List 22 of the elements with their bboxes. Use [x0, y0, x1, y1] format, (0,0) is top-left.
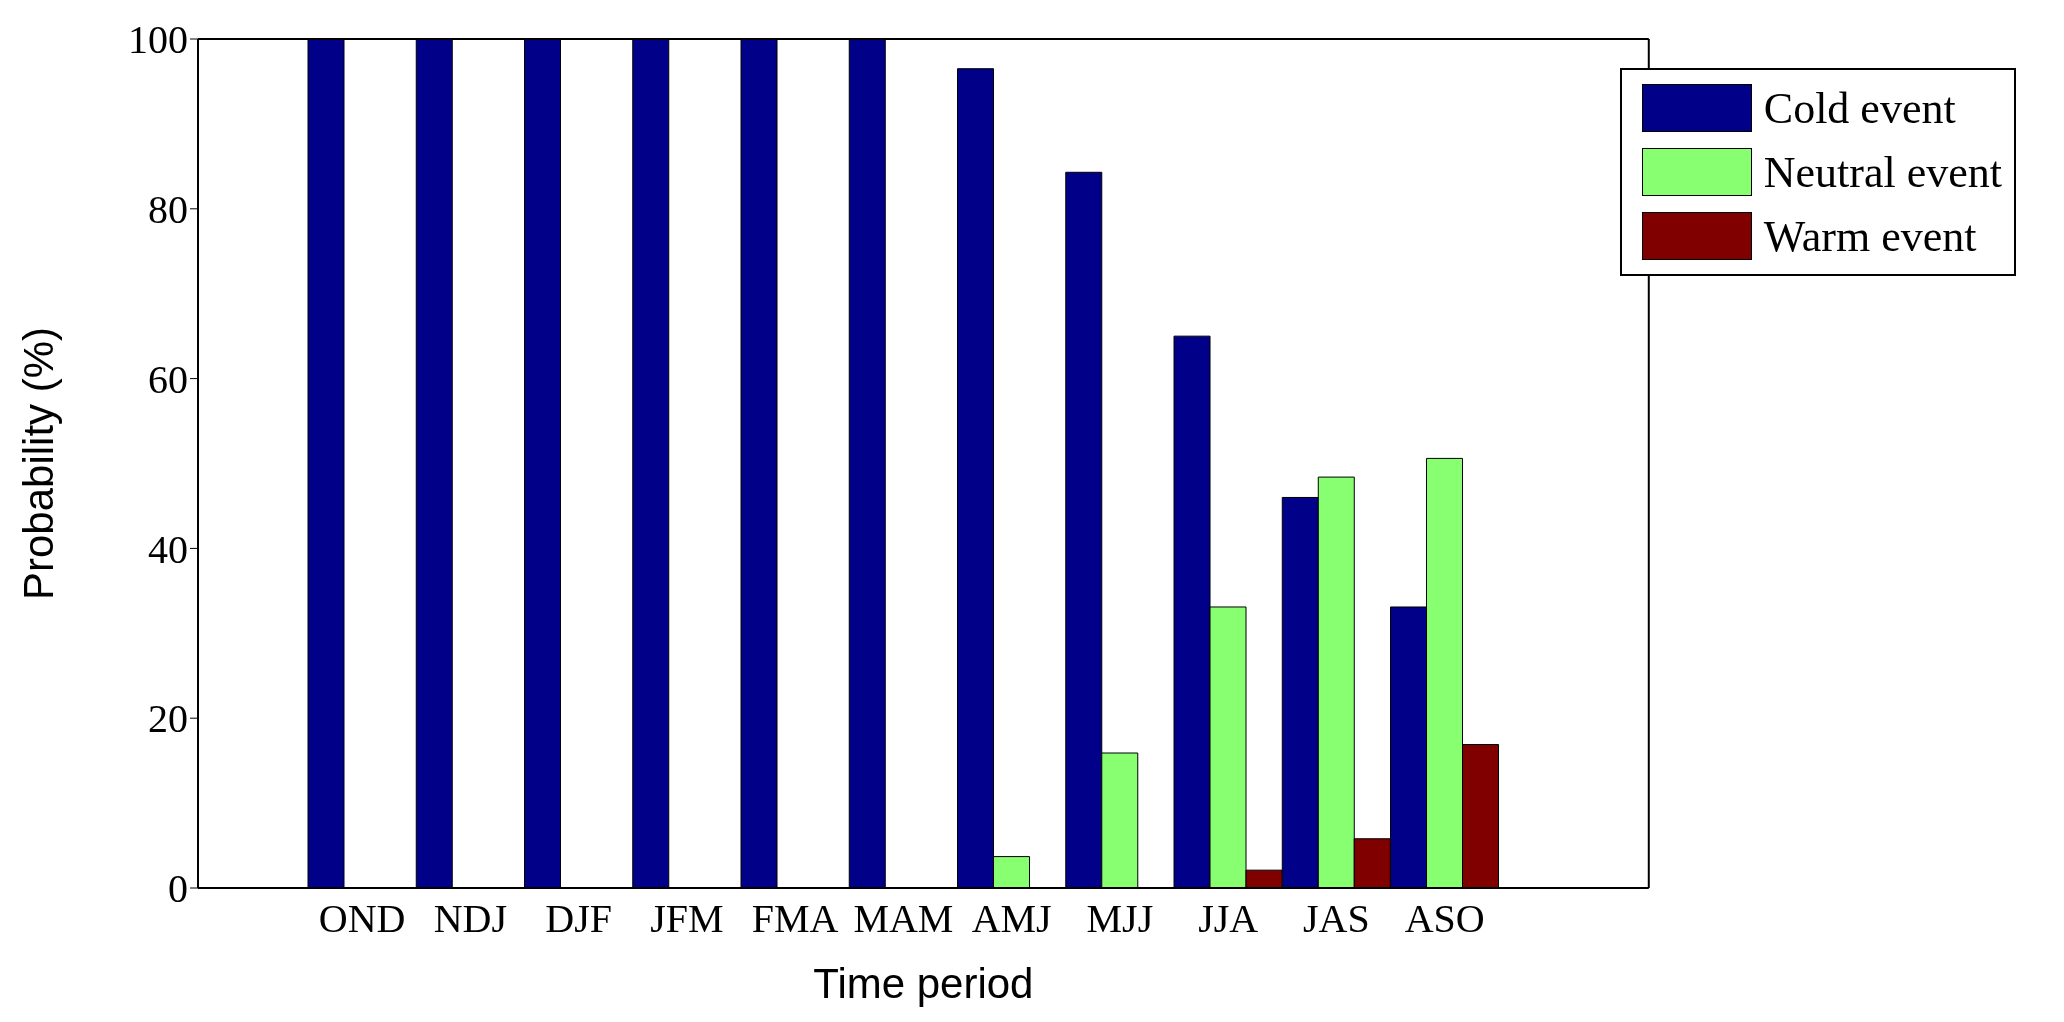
x-tick-label: NDJ — [433, 896, 508, 942]
y-axis-title: Probability (%) — [14, 326, 62, 601]
x-tick-label: DJF — [545, 896, 612, 942]
y-tick-label: 20 — [148, 696, 188, 742]
y-tick-label: 100 — [128, 17, 188, 63]
y-tick-label: 80 — [148, 187, 188, 232]
legend-label: Warm event — [1763, 210, 1977, 262]
x-tick-label: JFM — [650, 896, 724, 942]
x-tick-label: MJJ — [1086, 896, 1154, 942]
x-tick-label: OND — [318, 896, 406, 942]
x-tick-label: JAS — [1303, 896, 1370, 942]
y-tick-label: 40 — [148, 526, 188, 572]
x-tick-label: AMJ — [971, 896, 1052, 942]
y-tick-label: 60 — [148, 356, 188, 402]
x-tick-label: MAM — [853, 896, 954, 942]
legend-label: Cold event — [1763, 82, 1956, 134]
x-tick-label: JJA — [1198, 896, 1259, 942]
x-tick-label: ASO — [1404, 896, 1485, 942]
x-tick-label: FMA — [751, 896, 839, 942]
y-tick-label: 0 — [168, 866, 188, 912]
legend-label: Neutral event — [1763, 146, 2002, 198]
x-axis-title: Time period — [813, 960, 1034, 1007]
